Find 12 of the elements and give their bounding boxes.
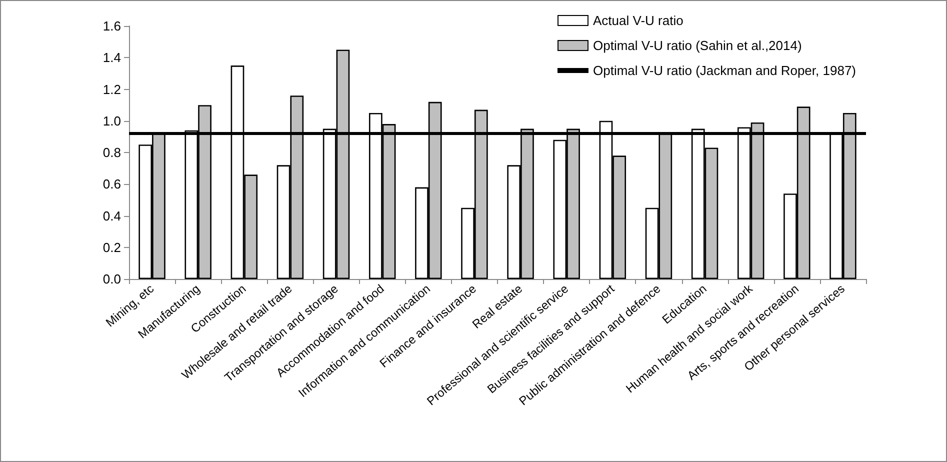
y-tick-label: 1.6 — [102, 18, 121, 34]
y-tick-label: 0.8 — [102, 145, 121, 160]
y-tick-label: 0.2 — [102, 240, 121, 255]
y-tick-label: 0.4 — [102, 208, 121, 224]
legend-label: Optimal V-U ratio (Sahin et al.,2014) — [592, 38, 802, 53]
y-tick-label: 1.4 — [102, 50, 121, 66]
y-tick-label: 0.6 — [102, 176, 121, 192]
y-tick-label: 1.2 — [102, 82, 121, 97]
legend-label: Actual V-U ratio — [592, 13, 684, 28]
legend-label: Optimal V-U ratio (Jackman and Roper, 1987) — [592, 63, 856, 78]
y-tick-label: 1.0 — [102, 113, 121, 128]
y-tick-label: 0.0 — [102, 272, 121, 286]
